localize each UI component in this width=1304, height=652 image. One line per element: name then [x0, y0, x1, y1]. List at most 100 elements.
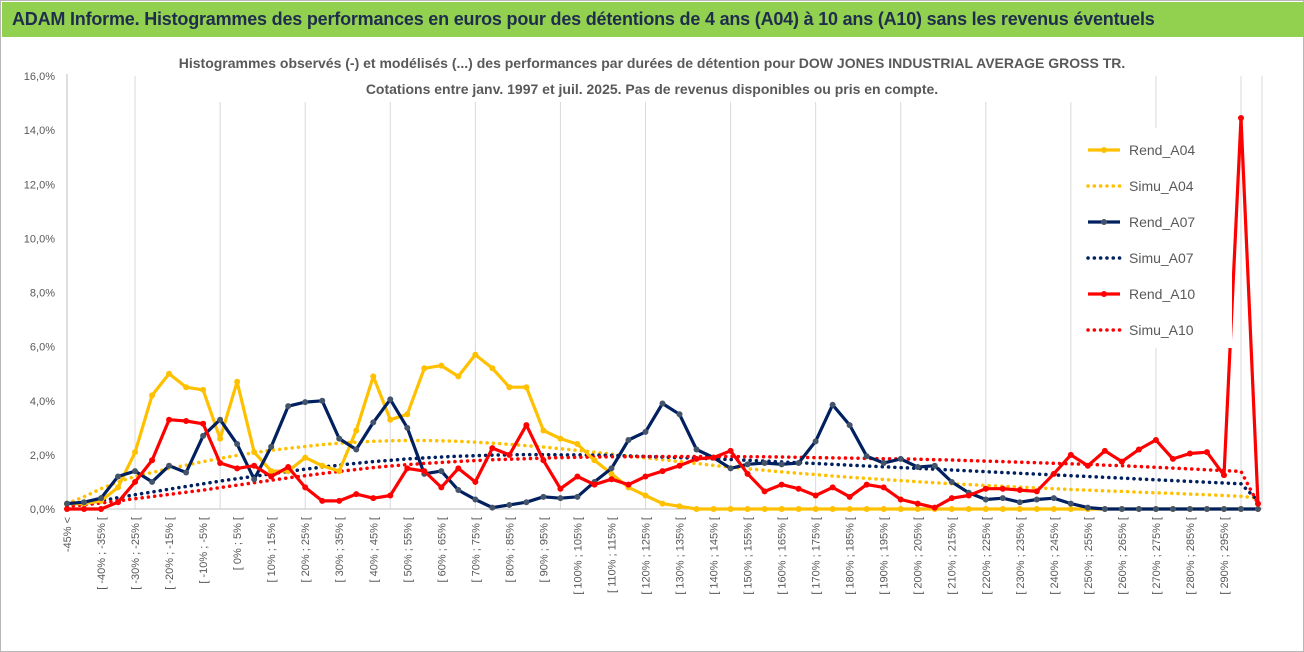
data-point — [438, 484, 445, 491]
data-point — [336, 468, 343, 475]
data-point — [744, 470, 751, 477]
data-point — [608, 476, 615, 483]
x-tick-label: [ 130% ; 135% [ — [675, 517, 687, 595]
data-point — [540, 427, 547, 434]
data-point — [285, 464, 292, 471]
x-tick-label: [ 150% ; 155% [ — [743, 517, 755, 595]
x-tick-label: [ 190% ; 195% [ — [879, 517, 891, 595]
data-point — [319, 462, 326, 469]
data-point — [710, 506, 717, 512]
data-point — [727, 465, 734, 472]
data-point — [1186, 506, 1193, 512]
data-point — [1169, 506, 1176, 512]
data-point — [200, 420, 207, 427]
series-layer — [64, 114, 1261, 512]
data-point — [302, 399, 309, 406]
data-point — [387, 416, 394, 423]
data-point — [319, 497, 326, 504]
data-point — [557, 495, 564, 502]
x-tick-label: [ 80% ; 85% [ — [504, 517, 516, 582]
data-point — [846, 506, 853, 512]
data-point — [183, 469, 190, 476]
data-point — [710, 454, 717, 461]
legend-label: Rend_A04 — [1129, 142, 1195, 158]
report-banner: ADAM Informe. Histogrammes des performan… — [2, 2, 1304, 37]
data-point — [829, 401, 836, 408]
data-point — [1067, 451, 1074, 458]
data-point — [948, 478, 955, 485]
y-tick-label: 10,0% — [24, 233, 55, 245]
data-point — [353, 491, 360, 498]
data-point — [268, 473, 275, 480]
x-tick-label: [ 210% ; 215% [ — [947, 517, 959, 595]
legend-marker — [1101, 219, 1107, 225]
data-point — [1118, 458, 1125, 465]
data-point — [1016, 506, 1023, 512]
data-point — [149, 392, 156, 399]
legend-label: Simu_A04 — [1129, 178, 1194, 194]
data-point — [489, 504, 496, 511]
data-point — [948, 506, 955, 512]
data-point — [523, 422, 530, 429]
data-point — [931, 462, 938, 469]
data-point — [540, 457, 547, 464]
data-point — [1067, 500, 1074, 507]
series-line — [65, 438, 1260, 506]
data-point — [285, 403, 292, 410]
data-point — [914, 500, 921, 507]
data-point — [1152, 506, 1159, 512]
data-point — [1255, 506, 1261, 512]
chart-title: Histogrammes observés (-) et modélisés (… — [179, 55, 1126, 71]
data-point — [965, 506, 972, 512]
x-tick-label: [ 10% ; 15% [ — [266, 517, 278, 582]
data-point — [1084, 504, 1091, 511]
data-point — [319, 397, 326, 404]
data-point — [778, 461, 785, 468]
data-point — [455, 465, 462, 472]
data-point — [1101, 447, 1108, 454]
data-point — [217, 459, 224, 466]
data-point — [761, 488, 768, 495]
data-point — [880, 459, 887, 466]
data-point — [81, 499, 88, 506]
data-point — [540, 493, 547, 500]
data-point — [353, 446, 360, 453]
x-tick-label: [ 110% ; 115% [ — [606, 517, 618, 593]
data-point — [693, 446, 700, 453]
series-simu-a04 — [65, 438, 1260, 506]
data-point — [98, 495, 105, 502]
data-point — [183, 418, 190, 425]
data-point — [472, 478, 479, 485]
data-point — [438, 362, 445, 369]
data-point — [523, 499, 530, 506]
data-point — [506, 501, 513, 508]
data-point — [1050, 506, 1057, 512]
data-point — [761, 506, 768, 512]
data-point — [115, 484, 122, 491]
data-point — [999, 495, 1006, 502]
data-point — [846, 422, 853, 429]
data-point — [64, 506, 70, 512]
data-point — [472, 496, 479, 503]
x-tick-label: [ 100% ; 105% [ — [572, 517, 584, 595]
data-point — [217, 435, 224, 442]
x-tick-label: [ 30% ; 35% [ — [334, 517, 346, 582]
x-tick-label: [ 200% ; 205% [ — [913, 517, 925, 595]
data-point — [1084, 462, 1091, 469]
data-point — [880, 506, 887, 512]
data-point — [642, 473, 649, 480]
data-point — [336, 497, 343, 504]
x-tick-label: [ 240% ; 245% [ — [1049, 517, 1061, 595]
data-point — [166, 370, 173, 377]
series-rend-a04 — [64, 351, 1261, 512]
data-point — [472, 351, 479, 358]
data-point — [234, 465, 241, 472]
data-point — [1033, 496, 1040, 503]
data-point — [115, 499, 122, 506]
data-point — [676, 462, 683, 469]
x-tick-label: [ 180% ; 185% [ — [845, 517, 857, 595]
x-tick-label: [ 120% ; 125% [ — [640, 517, 652, 595]
data-point — [659, 468, 666, 475]
data-point — [98, 506, 105, 512]
